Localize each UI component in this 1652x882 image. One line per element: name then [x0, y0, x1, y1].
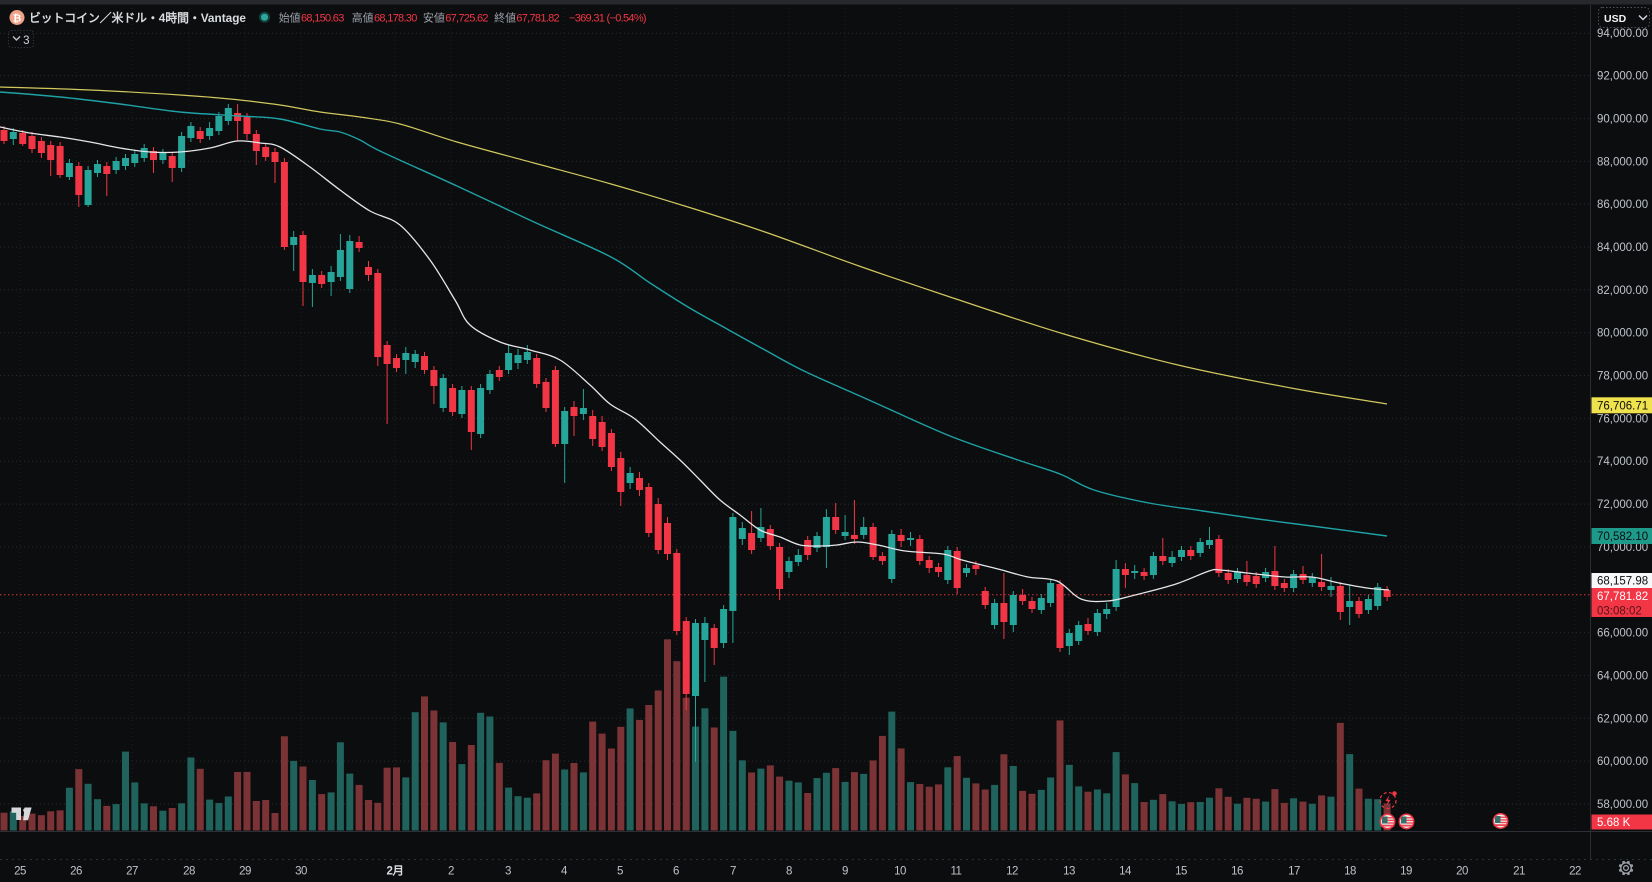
svg-text:高値: 高値	[352, 11, 374, 25]
svg-text:18: 18	[1344, 865, 1356, 877]
svg-text:76,000.00: 76,000.00	[1597, 413, 1648, 425]
svg-text:始値: 始値	[279, 11, 301, 25]
svg-text:17: 17	[1288, 865, 1300, 877]
svg-text:28: 28	[183, 865, 195, 877]
svg-text:14: 14	[1119, 865, 1132, 877]
svg-text:3: 3	[23, 35, 29, 47]
svg-text:60,000.00: 60,000.00	[1597, 756, 1648, 768]
svg-text:70,582.10: 70,582.10	[1597, 531, 1648, 543]
svg-text:72,000.00: 72,000.00	[1597, 499, 1648, 511]
svg-text:03:08:02: 03:08:02	[1597, 606, 1642, 618]
svg-text:67,725.62: 67,725.62	[445, 13, 488, 25]
svg-text:70,000.00: 70,000.00	[1597, 542, 1648, 554]
svg-text:7: 7	[730, 865, 736, 877]
svg-text:64,000.00: 64,000.00	[1597, 670, 1648, 682]
svg-text:15: 15	[1175, 865, 1187, 877]
svg-text:5: 5	[617, 865, 623, 877]
svg-text:8: 8	[786, 865, 792, 877]
svg-text:67,781.82: 67,781.82	[1597, 591, 1648, 603]
svg-text:安値: 安値	[423, 11, 445, 25]
svg-text:92,000.00: 92,000.00	[1597, 71, 1648, 83]
svg-text:₿: ₿	[13, 13, 22, 25]
svg-text:11: 11	[951, 865, 962, 877]
svg-text:−369.31 (−0.54%): −369.31 (−0.54%)	[569, 13, 646, 25]
svg-text:88,000.00: 88,000.00	[1597, 156, 1648, 168]
svg-text:84,000.00: 84,000.00	[1597, 242, 1648, 254]
svg-text:10: 10	[894, 865, 906, 877]
svg-text:82,000.00: 82,000.00	[1597, 285, 1648, 297]
svg-text:74,000.00: 74,000.00	[1597, 456, 1648, 468]
svg-text:68,178.30: 68,178.30	[374, 13, 417, 25]
svg-text:20: 20	[1456, 865, 1468, 877]
svg-text:68,157.98: 68,157.98	[1597, 576, 1648, 588]
svg-text:27: 27	[126, 865, 138, 877]
svg-text:13: 13	[1063, 865, 1075, 877]
svg-text:終値: 終値	[494, 11, 516, 25]
svg-text:90,000.00: 90,000.00	[1597, 114, 1648, 126]
svg-text:21: 21	[1513, 865, 1525, 877]
svg-text:26: 26	[70, 865, 82, 877]
svg-text:80,000.00: 80,000.00	[1597, 328, 1648, 340]
svg-text:67,781.82: 67,781.82	[516, 13, 559, 25]
svg-text:66,000.00: 66,000.00	[1597, 628, 1648, 640]
svg-text:12: 12	[1006, 865, 1018, 877]
svg-text:3: 3	[505, 865, 511, 877]
svg-text:22: 22	[1569, 865, 1581, 877]
svg-text:USD: USD	[1604, 13, 1627, 25]
svg-text:5.68 K: 5.68 K	[1597, 817, 1631, 829]
svg-text:19: 19	[1400, 865, 1412, 877]
svg-text:30: 30	[295, 865, 307, 877]
svg-text:2: 2	[448, 865, 454, 877]
svg-text:68,150.63: 68,150.63	[301, 13, 344, 25]
svg-text:2月: 2月	[387, 864, 404, 877]
svg-text:62,000.00: 62,000.00	[1597, 713, 1648, 725]
svg-text:86,000.00: 86,000.00	[1597, 199, 1648, 211]
svg-text:4: 4	[561, 865, 568, 877]
svg-text:6: 6	[673, 865, 679, 877]
svg-text:9: 9	[842, 865, 848, 877]
svg-text:16: 16	[1231, 865, 1243, 877]
svg-text:ビットコイン／米ドル・4時間・Vantage: ビットコイン／米ドル・4時間・Vantage	[29, 11, 246, 25]
svg-text:94,000.00: 94,000.00	[1597, 28, 1648, 40]
svg-text:76,706.71: 76,706.71	[1597, 400, 1648, 412]
svg-text:25: 25	[14, 865, 26, 877]
svg-text:29: 29	[239, 865, 251, 877]
svg-text:78,000.00: 78,000.00	[1597, 371, 1648, 383]
svg-text:58,000.00: 58,000.00	[1597, 799, 1648, 811]
